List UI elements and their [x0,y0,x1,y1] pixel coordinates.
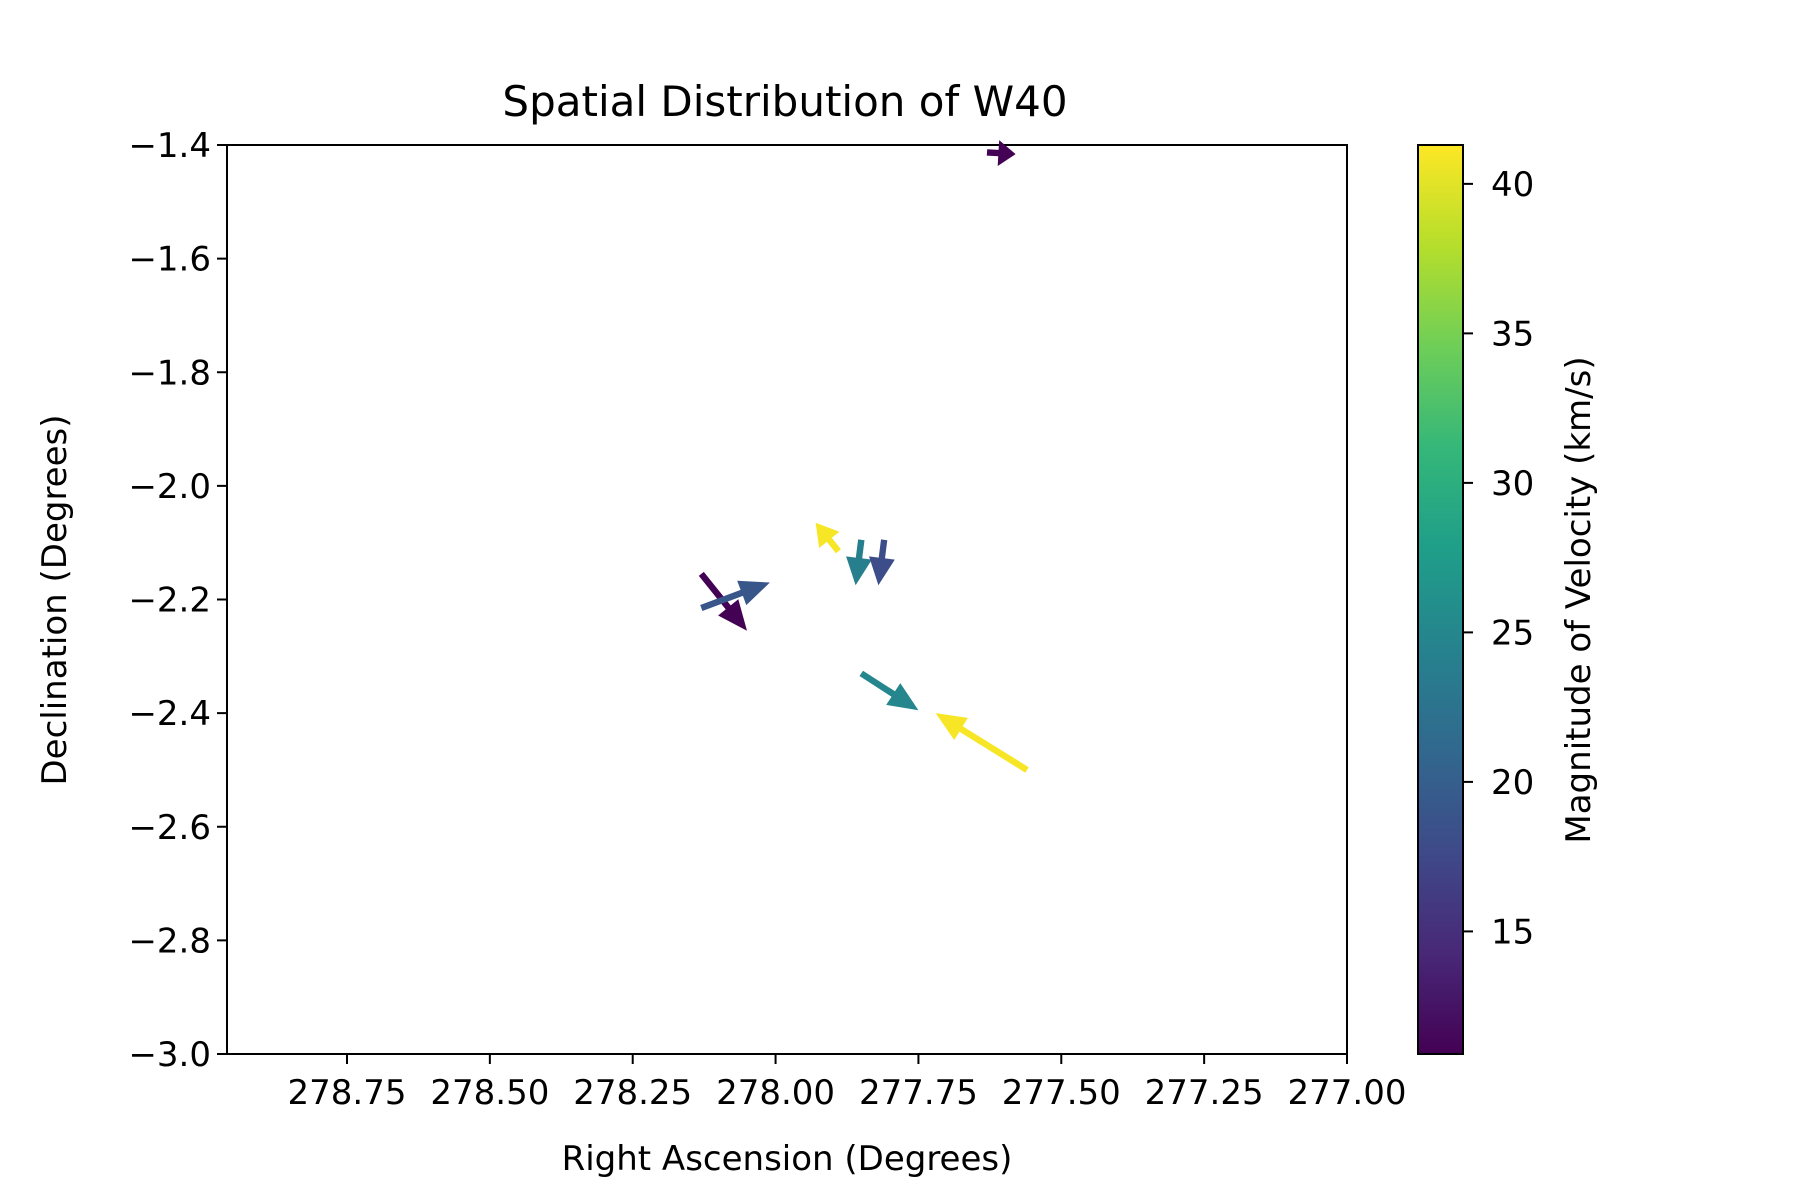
x-tick-label: 277.25 [1145,1073,1264,1113]
velocity-arrow [869,539,895,586]
x-axis-ticks: 278.75 278.50 278.25 278.00 277.75 277.50 277.… [288,1054,1407,1113]
velocity-arrow [700,580,770,611]
y-tick-label: −2.8 [128,921,211,961]
velocity-arrow [815,522,841,554]
x-tick-label: 277.00 [1288,1073,1407,1113]
velocity-arrow [846,539,872,586]
y-tick-label: −1.8 [128,353,211,393]
colorbar-tick-label: 40 [1491,165,1534,205]
x-tick-label: 278.50 [430,1073,549,1113]
colorbar-tick-label: 35 [1491,314,1534,354]
y-tick-label: −2.0 [128,467,211,507]
x-tick-label: 278.25 [573,1073,692,1113]
colorbar: 15 20 25 30 35 40 [1417,144,1534,1055]
x-tick-label: 277.75 [859,1073,978,1113]
colorbar-tick-label: 15 [1491,912,1534,952]
y-axis-ticks: −1.4 −1.6 −1.8 −2.0 −2.2 −2.4 −2.6 −2.8 −3.0 [128,126,227,1075]
colorbar-label: Magnitude of Velocity (km/s) [1559,356,1599,843]
velocity-arrow [986,140,1016,166]
colorbar-gradient [1417,144,1464,1055]
colorbar-tick-label: 30 [1491,464,1534,504]
colorbar-tick-label: 25 [1491,613,1534,653]
velocity-arrow [859,670,919,711]
vector-field [698,140,1029,773]
y-tick-label: −1.6 [128,240,211,280]
x-tick-label: 277.50 [1002,1073,1121,1113]
y-tick-label: −2.4 [128,694,211,734]
y-tick-label: −1.4 [128,126,211,166]
axes-frame [226,144,1348,1055]
y-axis-label: Declination (Degrees) [35,415,75,786]
plot-area [226,140,1348,1055]
y-tick-label: −2.2 [128,581,211,621]
x-tick-label: 278.00 [716,1073,835,1113]
x-tick-label: 278.75 [288,1073,407,1113]
x-axis-label: Right Ascension (Degrees) [562,1139,1013,1179]
colorbar-tick-label: 20 [1491,763,1534,803]
y-tick-label: −2.6 [128,808,211,848]
y-tick-label: −3.0 [128,1035,211,1075]
velocity-arrow [935,713,1029,773]
chart-title: Spatial Distribution of W40 [502,77,1067,126]
colorbar-ticks: 15 20 25 30 35 40 [1463,165,1534,952]
